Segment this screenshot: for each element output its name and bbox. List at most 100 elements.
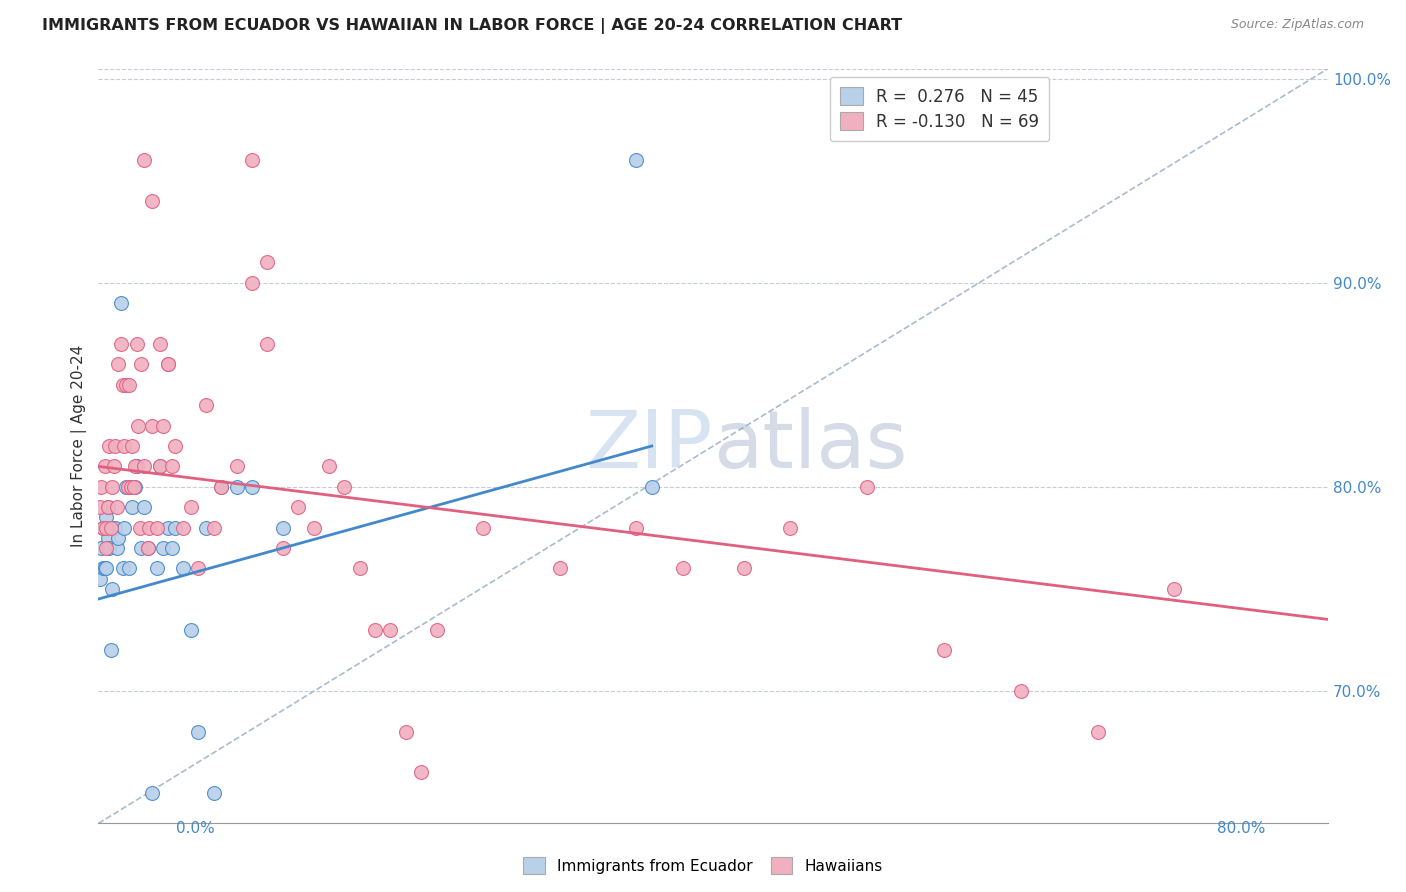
Point — [98, 541, 121, 555]
Point — [1087, 724, 1109, 739]
Point — [548, 561, 571, 575]
Point — [932, 643, 955, 657]
Point — [115, 377, 138, 392]
Legend: R =  0.276   N = 45, R = -0.130   N = 69: R = 0.276 N = 45, R = -0.130 N = 69 — [830, 77, 1049, 141]
Point — [364, 623, 387, 637]
Point — [225, 480, 247, 494]
Point — [152, 418, 174, 433]
Point — [103, 459, 125, 474]
Point — [425, 623, 447, 637]
Point — [271, 520, 294, 534]
Point — [134, 500, 156, 515]
Text: IMMIGRANTS FROM ECUADOR VS HAWAIIAN IN LABOR FORCE | AGE 20-24 CORRELATION CHART: IMMIGRANTS FROM ECUADOR VS HAWAIIAN IN L… — [42, 18, 903, 34]
Point — [138, 520, 160, 534]
Point — [156, 520, 179, 534]
Text: 80.0%: 80.0% — [1218, 821, 1265, 836]
Point — [91, 520, 114, 534]
Point — [194, 520, 217, 534]
Point — [131, 541, 153, 555]
Point — [104, 520, 127, 534]
Point — [122, 480, 145, 494]
Point — [209, 480, 232, 494]
Point — [641, 480, 664, 494]
Point — [318, 459, 340, 474]
Point — [90, 480, 112, 494]
Point — [302, 520, 325, 534]
Point — [271, 541, 294, 555]
Point — [97, 500, 120, 515]
Point — [626, 520, 648, 534]
Point — [187, 724, 209, 739]
Text: ZIP: ZIP — [586, 407, 713, 485]
Point — [145, 561, 167, 575]
Point — [172, 561, 194, 575]
Point — [94, 510, 117, 524]
Point — [1163, 582, 1185, 596]
Point — [125, 459, 148, 474]
Text: Source: ZipAtlas.com: Source: ZipAtlas.com — [1230, 18, 1364, 31]
Point — [141, 786, 163, 800]
Point — [107, 531, 129, 545]
Point — [128, 520, 150, 534]
Point — [110, 337, 132, 351]
Point — [471, 520, 494, 534]
Point — [89, 500, 111, 515]
Point — [111, 377, 134, 392]
Point — [121, 500, 143, 515]
Point — [256, 255, 278, 269]
Point — [101, 480, 124, 494]
Point — [91, 561, 114, 575]
Point — [152, 541, 174, 555]
Point — [240, 480, 263, 494]
Point — [105, 541, 128, 555]
Point — [124, 480, 146, 494]
Point — [141, 418, 163, 433]
Point — [165, 439, 187, 453]
Point — [136, 541, 159, 555]
Point — [202, 786, 225, 800]
Point — [114, 520, 136, 534]
Point — [94, 561, 117, 575]
Point — [104, 439, 127, 453]
Point — [105, 500, 128, 515]
Point — [149, 337, 172, 351]
Point — [141, 194, 163, 209]
Point — [94, 520, 117, 534]
Y-axis label: In Labor Force | Age 20-24: In Labor Force | Age 20-24 — [72, 345, 87, 547]
Point — [89, 572, 111, 586]
Legend: Immigrants from Ecuador, Hawaiians: Immigrants from Ecuador, Hawaiians — [517, 851, 889, 880]
Point — [118, 377, 141, 392]
Point — [103, 520, 125, 534]
Point — [100, 643, 122, 657]
Point — [149, 459, 172, 474]
Point — [110, 296, 132, 310]
Point — [121, 439, 143, 453]
Point — [156, 358, 179, 372]
Point — [172, 520, 194, 534]
Point — [131, 358, 153, 372]
Point — [134, 459, 156, 474]
Point — [136, 541, 159, 555]
Point — [93, 561, 115, 575]
Point — [626, 153, 648, 168]
Point — [125, 337, 148, 351]
Point — [671, 561, 693, 575]
Point — [411, 765, 433, 780]
Point — [91, 520, 114, 534]
Point — [156, 358, 179, 372]
Point — [779, 520, 801, 534]
Point — [733, 561, 755, 575]
Point — [100, 520, 122, 534]
Point — [97, 500, 120, 515]
Point — [117, 480, 139, 494]
Point — [240, 153, 263, 168]
Point — [94, 541, 117, 555]
Point — [160, 541, 183, 555]
Point — [114, 439, 136, 453]
Point — [349, 561, 371, 575]
Point — [240, 276, 263, 290]
Point — [98, 439, 121, 453]
Point — [256, 337, 278, 351]
Point — [209, 480, 232, 494]
Point — [333, 480, 356, 494]
